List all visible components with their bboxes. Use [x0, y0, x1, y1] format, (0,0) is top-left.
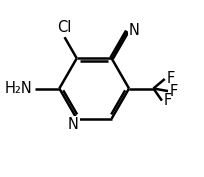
Text: Cl: Cl: [57, 20, 72, 35]
Text: F: F: [166, 72, 175, 87]
Text: N: N: [68, 117, 79, 132]
Text: N: N: [129, 23, 140, 38]
Text: H₂N: H₂N: [4, 81, 32, 96]
Text: F: F: [164, 93, 172, 108]
Text: F: F: [170, 84, 178, 99]
